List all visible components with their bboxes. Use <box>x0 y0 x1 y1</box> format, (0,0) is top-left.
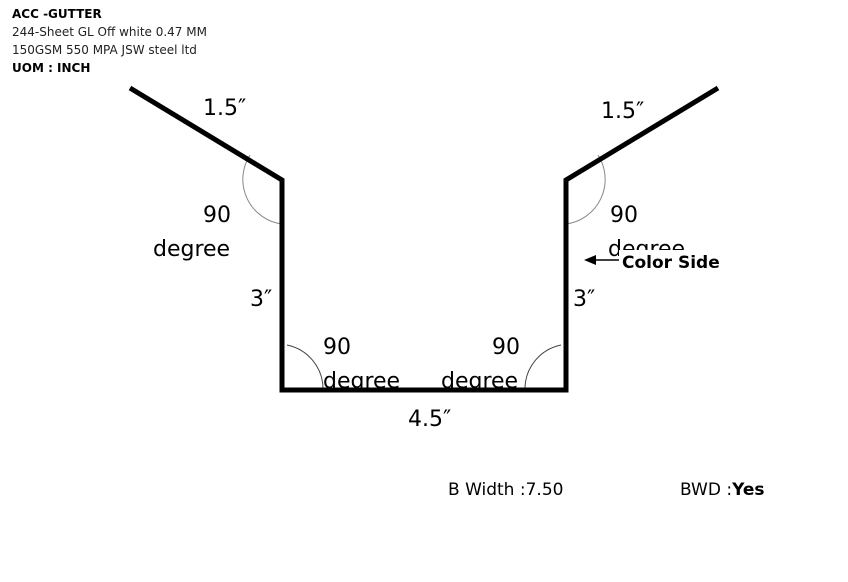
color-side-label: Color Side <box>622 253 720 273</box>
angle-arc-left-top <box>242 154 283 225</box>
color-side-arrow <box>584 255 620 265</box>
bwd-label: BWD : <box>680 480 733 500</box>
bwd-info: BWD :Yes <box>680 480 765 500</box>
left-flange-dimension: 1.5″ <box>203 96 246 121</box>
left-wall-dimension: 3″ <box>250 287 272 312</box>
base-dimension: 4.5″ <box>408 407 451 432</box>
gutter-profile-line <box>128 85 720 393</box>
angle-right-bottom-unit: degree <box>441 369 518 394</box>
angle-left-bottom-unit: degree <box>323 369 400 394</box>
b-width-value: 7.50 <box>525 480 564 500</box>
angle-left-top-value: 90 <box>203 203 231 228</box>
angle-left-bottom-value: 90 <box>323 335 351 360</box>
right-flange-dimension: 1.5″ <box>601 99 644 124</box>
b-width-info: B Width :7.50 <box>448 480 563 500</box>
angle-right-bottom-value: 90 <box>492 335 520 360</box>
b-width-label: B Width : <box>448 480 526 500</box>
material-description: 244-Sheet GL Off white 0.47 MM 150GSM 55… <box>12 25 207 57</box>
angle-left-top-unit: degree <box>153 237 230 262</box>
color-side-label-backdrop <box>619 250 719 272</box>
uom-label: UOM : INCH <box>12 61 91 75</box>
angle-arc-right-top <box>565 154 606 225</box>
angle-arc-right-bottom <box>524 344 562 391</box>
profile-title: ACC -GUTTER <box>12 7 102 21</box>
right-wall-dimension: 3″ <box>573 287 595 312</box>
angle-arc-left-bottom <box>286 344 324 391</box>
bwd-value: Yes <box>732 480 765 500</box>
header-info: ACC -GUTTER 244-Sheet GL Off white 0.47 … <box>12 5 212 77</box>
angle-right-top-value: 90 <box>610 203 638 228</box>
